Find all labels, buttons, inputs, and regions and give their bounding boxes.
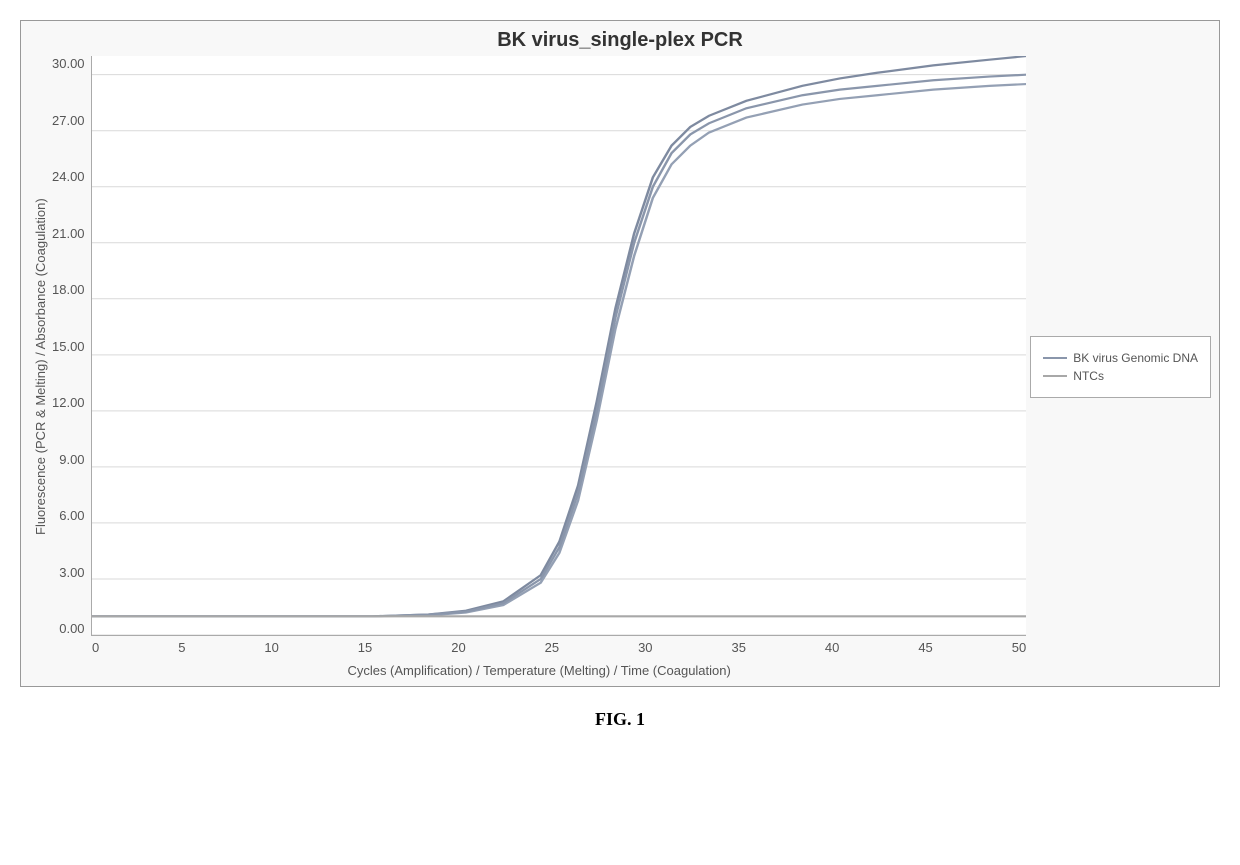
y-tick-label: 21.00 [52,226,85,241]
legend-label: BK virus Genomic DNA [1073,351,1198,365]
chart-frame: BK virus_single-plex PCR Fluorescence (P… [20,20,1220,687]
plot-column: 30.00 27.00 24.00 21.00 18.00 15.00 12.00 9.00 6… [52,56,1026,678]
y-tick-label: 6.00 [59,508,84,523]
y-tick-label: 0.00 [59,621,84,636]
x-tick-label: 50 [1012,640,1026,655]
legend-swatch [1043,375,1067,377]
y-tick-label: 12.00 [52,395,85,410]
legend-swatch [1043,357,1067,359]
legend: BK virus Genomic DNA NTCs [1030,336,1211,398]
plot-area [91,56,1027,636]
y-tick-label: 24.00 [52,169,85,184]
y-tick-label: 9.00 [59,452,84,467]
x-tick-label: 10 [264,640,278,655]
x-tick-label: 20 [451,640,465,655]
chart-body: Fluorescence (PCR & Melting) / Absorbanc… [29,56,1211,678]
x-tick-label: 5 [178,640,185,655]
x-tick-label: 25 [545,640,559,655]
legend-item: BK virus Genomic DNA [1043,351,1198,365]
plot-row: 30.00 27.00 24.00 21.00 18.00 15.00 12.00 9.00 6… [52,56,1026,636]
x-tick-label: 15 [358,640,372,655]
x-tick-label: 35 [731,640,745,655]
y-tick-label: 3.00 [59,565,84,580]
x-tick-label: 30 [638,640,652,655]
x-ticks-row: 0 5 10 15 20 25 30 35 40 45 50 [52,636,1026,655]
x-tick-label: 40 [825,640,839,655]
y-ticks: 30.00 27.00 24.00 21.00 18.00 15.00 12.00 9.00 6… [52,56,91,636]
y-tick-label: 15.00 [52,339,85,354]
figure-caption: FIG. 1 [20,709,1220,730]
legend-label: NTCs [1073,369,1104,383]
plot-svg [92,56,1027,635]
x-tick-label: 45 [918,640,932,655]
y-tick-label: 27.00 [52,113,85,128]
x-ticks: 0 5 10 15 20 25 30 35 40 45 50 [92,636,1026,655]
y-tick-label: 30.00 [52,56,85,71]
y-axis-label: Fluorescence (PCR & Melting) / Absorbanc… [29,56,52,678]
x-tick-label: 0 [92,640,99,655]
chart-title: BK virus_single-plex PCR [29,29,1211,52]
legend-item: NTCs [1043,369,1198,383]
x-tick-spacer [52,636,92,655]
y-tick-label: 18.00 [52,282,85,297]
x-axis-label: Cycles (Amplification) / Temperature (Me… [52,663,1026,678]
